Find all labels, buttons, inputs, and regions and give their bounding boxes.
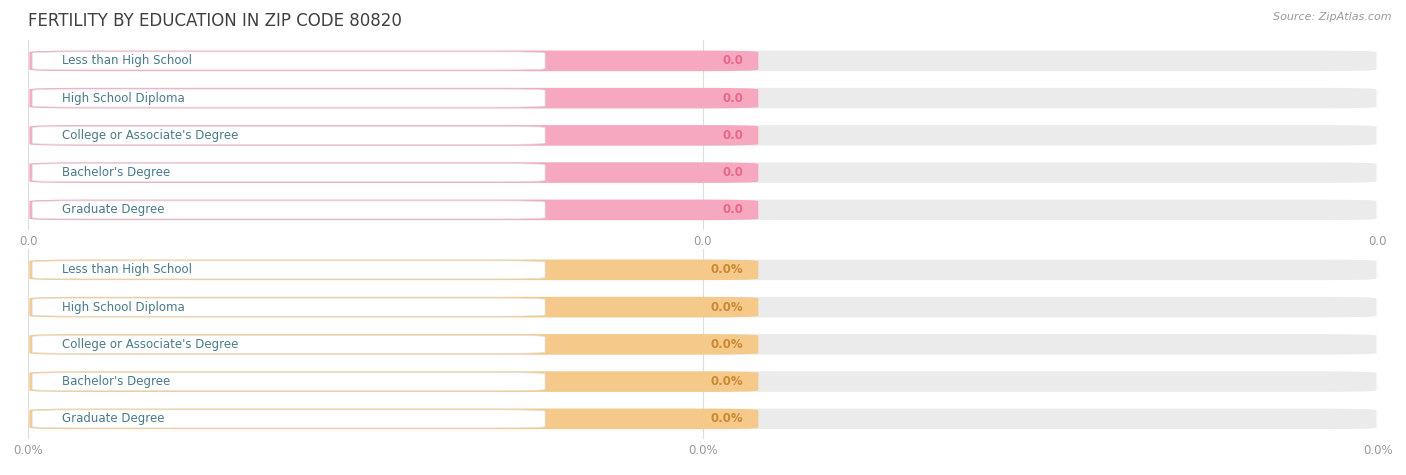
Text: 0.0: 0.0 [723, 166, 744, 179]
Text: 0.0: 0.0 [723, 54, 744, 67]
Text: Bachelor's Degree: Bachelor's Degree [62, 375, 170, 388]
FancyBboxPatch shape [30, 51, 758, 71]
FancyBboxPatch shape [32, 126, 546, 144]
Text: 0.0: 0.0 [723, 129, 744, 142]
FancyBboxPatch shape [30, 408, 758, 429]
FancyBboxPatch shape [32, 335, 546, 353]
Text: 0.0%: 0.0% [711, 338, 744, 351]
FancyBboxPatch shape [30, 371, 1376, 392]
FancyBboxPatch shape [30, 200, 1376, 220]
FancyBboxPatch shape [30, 260, 758, 280]
Text: FERTILITY BY EDUCATION IN ZIP CODE 80820: FERTILITY BY EDUCATION IN ZIP CODE 80820 [28, 12, 402, 30]
FancyBboxPatch shape [30, 162, 758, 183]
Text: Bachelor's Degree: Bachelor's Degree [62, 166, 170, 179]
FancyBboxPatch shape [32, 298, 546, 316]
Text: 0.0%: 0.0% [711, 375, 744, 388]
Text: High School Diploma: High School Diploma [62, 301, 184, 314]
FancyBboxPatch shape [30, 297, 1376, 317]
Text: Less than High School: Less than High School [62, 54, 191, 67]
Text: Less than High School: Less than High School [62, 263, 191, 276]
FancyBboxPatch shape [30, 334, 758, 355]
FancyBboxPatch shape [32, 89, 546, 107]
FancyBboxPatch shape [30, 200, 758, 220]
Text: 0.0%: 0.0% [711, 412, 744, 426]
Text: Graduate Degree: Graduate Degree [62, 203, 165, 217]
FancyBboxPatch shape [30, 88, 758, 108]
FancyBboxPatch shape [32, 410, 546, 428]
FancyBboxPatch shape [32, 261, 546, 279]
FancyBboxPatch shape [30, 260, 1376, 280]
FancyBboxPatch shape [30, 408, 1376, 429]
FancyBboxPatch shape [30, 125, 1376, 146]
Text: College or Associate's Degree: College or Associate's Degree [62, 338, 238, 351]
Text: 0.0: 0.0 [723, 203, 744, 217]
FancyBboxPatch shape [30, 334, 1376, 355]
Text: 0.0%: 0.0% [711, 263, 744, 276]
Text: 0.0%: 0.0% [711, 301, 744, 314]
Text: Graduate Degree: Graduate Degree [62, 412, 165, 426]
Text: High School Diploma: High School Diploma [62, 92, 184, 104]
FancyBboxPatch shape [32, 201, 546, 219]
FancyBboxPatch shape [30, 125, 758, 146]
Text: Source: ZipAtlas.com: Source: ZipAtlas.com [1274, 12, 1392, 22]
Text: 0.0: 0.0 [723, 92, 744, 104]
FancyBboxPatch shape [32, 372, 546, 390]
FancyBboxPatch shape [30, 88, 1376, 108]
FancyBboxPatch shape [30, 371, 758, 392]
FancyBboxPatch shape [30, 297, 758, 317]
FancyBboxPatch shape [32, 52, 546, 70]
FancyBboxPatch shape [32, 163, 546, 181]
Text: College or Associate's Degree: College or Associate's Degree [62, 129, 238, 142]
FancyBboxPatch shape [30, 51, 1376, 71]
FancyBboxPatch shape [30, 162, 1376, 183]
